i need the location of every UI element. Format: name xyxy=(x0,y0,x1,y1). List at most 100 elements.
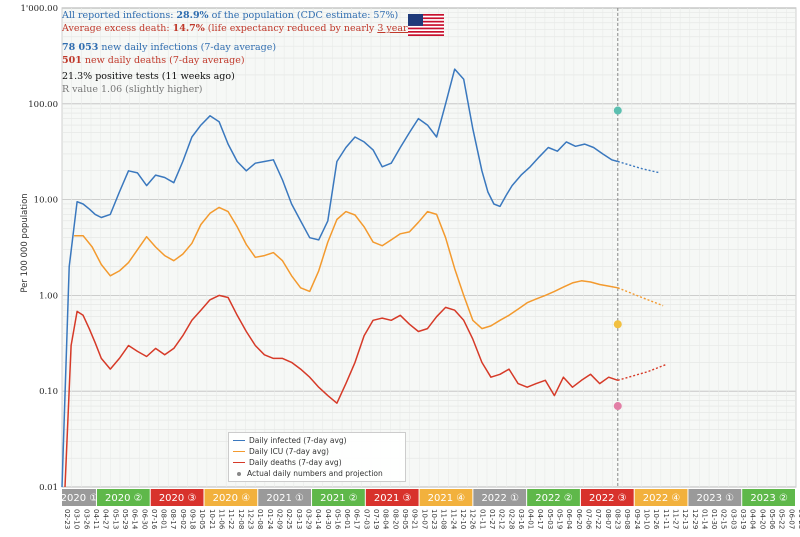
series-line-0 xyxy=(61,68,619,488)
quarter-band-cell xyxy=(580,489,634,506)
projection-line xyxy=(617,287,664,307)
date-tick-label: 03-10 xyxy=(73,509,81,529)
date-tick-label: 11-06 xyxy=(218,509,226,530)
quarter-band-cell xyxy=(742,489,795,506)
date-tick-label: 11-22 xyxy=(227,509,235,529)
date-tick-label: 09-18 xyxy=(189,509,197,529)
date-tick-label: 07-03 xyxy=(362,509,370,529)
date-tick-label: 09-24 xyxy=(633,509,641,530)
header-daily-deaths: 501 new daily deaths (7-day average) xyxy=(62,55,245,66)
date-tick-label: 11-11 xyxy=(662,509,670,529)
date-tick-label: 12-08 xyxy=(237,509,245,529)
date-tick-label: 02-12 xyxy=(498,509,506,529)
quarter-label: 2022 ③ xyxy=(589,493,627,504)
y-tick-label: 1.00 xyxy=(39,291,58,301)
date-tick-label: 05-19 xyxy=(556,509,564,529)
date-tick-label: 02-09 xyxy=(275,509,283,529)
quarter-label: 2020 ① xyxy=(61,493,99,504)
date-tick-label: 06-01 xyxy=(343,509,351,529)
date-tick-label: 05-03 xyxy=(546,509,554,529)
date-tick-label: 10-05 xyxy=(198,509,206,529)
chart-legend: Daily infected (7-day avg) Daily ICU (7-… xyxy=(228,432,406,482)
date-tick-label: 07-06 xyxy=(585,509,593,530)
quarter-band-cell xyxy=(204,489,258,506)
date-tick-label: 04-17 xyxy=(536,509,544,529)
date-tick-label: 08-01 xyxy=(160,509,168,529)
header-infections-share: All reported infections: 28.9% of the po… xyxy=(62,10,399,21)
y-tick-label: 100.00 xyxy=(28,100,58,110)
projection-marker xyxy=(613,106,622,115)
date-tick-label: 05-22 xyxy=(778,509,786,529)
y-tick-label: 10.00 xyxy=(34,196,58,206)
date-tick-label: 04-01 xyxy=(527,509,535,529)
date-tick-label: 06-30 xyxy=(140,509,148,529)
date-tick-label: 10-07 xyxy=(420,509,428,529)
quarter-band-cell xyxy=(473,489,527,506)
date-tick-label: 04-30 xyxy=(324,509,332,529)
date-tick-label: 07-22 xyxy=(594,509,602,529)
quarter-label: 2021 ① xyxy=(266,493,304,504)
date-tick-label: 02-23 xyxy=(63,509,71,529)
quarter-band-cell xyxy=(258,489,312,506)
quarter-band-cell xyxy=(634,489,688,506)
legend-item-actual: Actual daily numbers and projection xyxy=(233,468,401,479)
date-tick-label: 12-29 xyxy=(691,509,699,529)
legend-item-icu: Daily ICU (7-day avg) xyxy=(233,446,401,457)
quarter-label: 2020 ④ xyxy=(213,493,251,504)
date-tick-label: 10-23 xyxy=(430,509,438,529)
date-tick-label: 04-04 xyxy=(749,509,757,530)
date-tick-label: 04-11 xyxy=(92,509,100,529)
date-tick-label: 04-14 xyxy=(314,509,322,530)
quarter-band-cell xyxy=(365,489,419,506)
date-tick-label: 09-08 xyxy=(623,509,631,529)
series-line-2 xyxy=(64,294,619,488)
date-tick-label: 04-20 xyxy=(758,509,766,529)
date-tick-label: 08-07 xyxy=(604,509,612,529)
date-tick-label: 05-16 xyxy=(333,509,341,530)
quarter-band-cell xyxy=(96,489,150,506)
date-tick-label: 11-27 xyxy=(671,509,679,529)
us-flag-icon xyxy=(408,14,444,36)
date-tick-label: 10-10 xyxy=(642,509,650,529)
date-tick-label: 06-14 xyxy=(131,509,139,530)
date-tick-label: 12-13 xyxy=(681,509,689,529)
date-tick-label: 09-02 xyxy=(179,509,187,529)
date-tick-label: 03-19 xyxy=(739,509,747,529)
date-tick-label: 02-28 xyxy=(507,509,515,529)
y-tick-label: 0.10 xyxy=(39,387,58,397)
legend-item-infected: Daily infected (7-day avg) xyxy=(233,435,401,446)
header-r-value: R value 1.06 (slightly higher) xyxy=(62,84,203,95)
date-tick-label: 03-13 xyxy=(295,509,303,529)
date-tick-label: 01-24 xyxy=(266,509,274,530)
series-line-1 xyxy=(74,206,618,330)
date-tick-label: 08-04 xyxy=(382,509,390,530)
date-tick-label: 01-27 xyxy=(488,509,496,529)
date-tick-label: 08-20 xyxy=(391,509,399,529)
y-tick-label: 0.01 xyxy=(39,483,58,493)
quarter-label: 2021 ② xyxy=(320,493,358,504)
date-tick-label: 07-19 xyxy=(372,509,380,529)
date-tick-label: 11-24 xyxy=(449,509,457,530)
projection-line xyxy=(617,363,667,381)
date-tick-label: 05-06 xyxy=(768,509,776,530)
quarter-label: 2022 ① xyxy=(481,493,519,504)
projection-marker xyxy=(613,320,622,329)
quarter-band-cell xyxy=(312,489,365,506)
quarter-label: 2023 ② xyxy=(750,493,788,504)
quarter-label: 2021 ④ xyxy=(428,493,466,504)
date-tick-label: 05-29 xyxy=(121,509,129,529)
date-tick-label: 06-07 xyxy=(787,509,795,529)
date-tick-label: 10-21 xyxy=(208,509,216,529)
y-axis-title: Per 100 000 population xyxy=(20,193,30,293)
header-positive-tests: 21.3% positive tests (11 weeks ago) xyxy=(62,71,235,82)
date-tick-label: 08-23 xyxy=(614,509,622,529)
quarter-band-cell xyxy=(150,489,204,506)
date-tick-label: 05-13 xyxy=(111,509,119,529)
date-tick-label: 03-03 xyxy=(729,509,737,529)
date-tick-label: 11-08 xyxy=(440,509,448,529)
date-tick-label: 12-26 xyxy=(469,509,477,530)
date-tick-label: 06-17 xyxy=(353,509,361,529)
date-tick-label: 03-29 xyxy=(304,509,312,529)
date-tick-label: 07-16 xyxy=(150,509,158,530)
